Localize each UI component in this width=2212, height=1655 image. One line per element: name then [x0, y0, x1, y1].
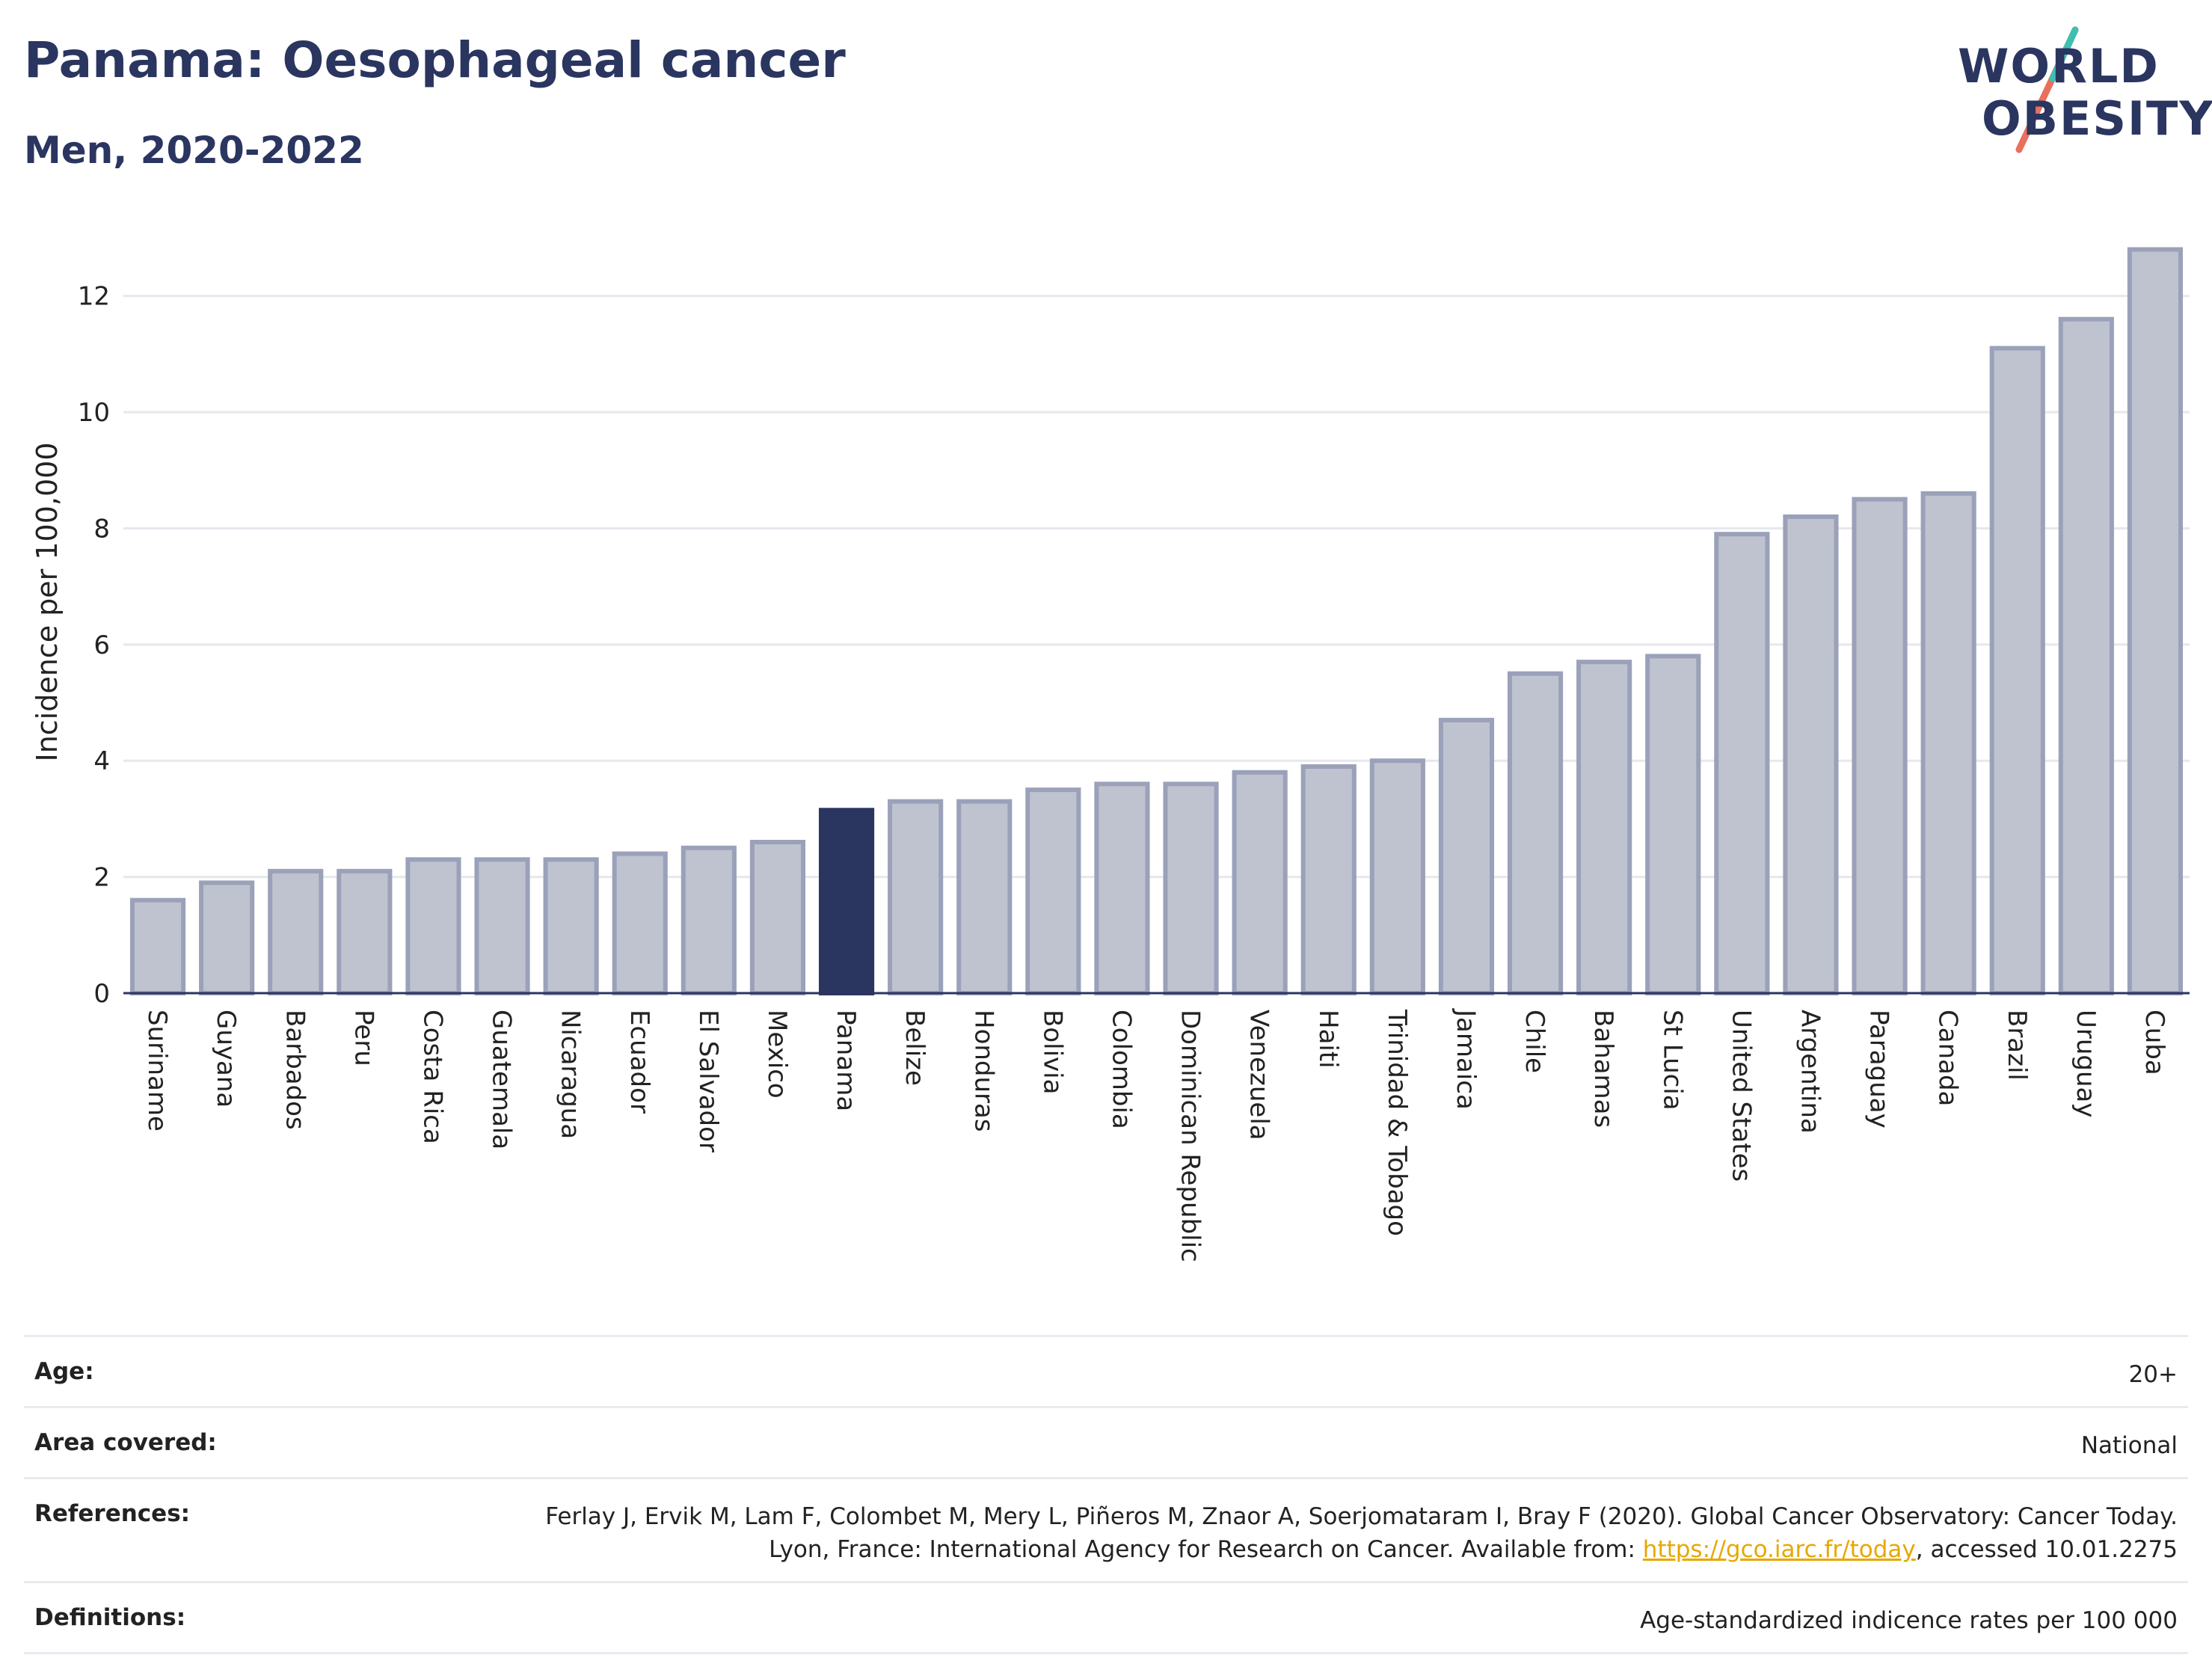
bar-brazil [1989, 346, 2045, 996]
x-tick-label: Brazil [2002, 1010, 2032, 1081]
x-tick-label: El Salvador [693, 1010, 723, 1152]
x-tick-label: United States [1726, 1010, 1756, 1182]
bar-trinidad-tobago [1369, 758, 1425, 995]
y-tick-label: 12 [78, 282, 110, 312]
bar-costa-rica [405, 857, 461, 996]
x-tick-label: Canada [1933, 1010, 1963, 1106]
bars [129, 247, 2184, 996]
x-tick-label: Panama [831, 1010, 861, 1111]
logo-line-2: OBESITY [1982, 91, 2212, 146]
x-tick-label: Costa Rica [417, 1010, 447, 1144]
bar-honduras [956, 799, 1013, 995]
x-tick-label: Nicaragua [556, 1010, 586, 1139]
x-tick-label: Barbados [280, 1010, 310, 1130]
bar-suriname [129, 897, 186, 995]
logo-line-1: WORLD [1958, 39, 2160, 93]
x-tick-label: Cuba [2139, 1010, 2169, 1075]
bar-canada [1920, 491, 1976, 995]
bar-haiti [1300, 764, 1357, 995]
x-tick-label: Argentina [1795, 1010, 1825, 1134]
area-value: National [2080, 1432, 2178, 1459]
x-tick-label: Belize [900, 1010, 930, 1086]
info-row-age: Age: 20+ [24, 1335, 2188, 1406]
references-value: Ferlay J, Ervik M, Lam F, Colombet M, Me… [532, 1500, 2178, 1566]
x-tick-label: Jamaica [1451, 1008, 1481, 1110]
bar-chart: 0 2 4 6 8 10 12 Suriname Guyana Barbados Peru Cost… [31, 247, 2190, 1262]
bar-nicaragua [543, 857, 599, 996]
bar-el-salvador [681, 845, 737, 996]
y-tick-label: 0 [93, 979, 110, 1009]
info-row-area: Area covered: National [24, 1406, 2188, 1477]
x-tick-label: Honduras [968, 1010, 998, 1132]
definitions-value: Age-standardized indicence rates per 100… [1640, 1607, 2178, 1634]
bar-barbados [268, 868, 324, 996]
bar-st-lucia [1645, 654, 1701, 996]
x-tick-label: Peru [348, 1010, 378, 1066]
info-row-references: References: Ferlay J, Ervik M, Lam F, Co… [24, 1477, 2188, 1581]
y-tick-label: 4 [93, 746, 110, 776]
bar-venezuela [1232, 770, 1288, 996]
x-axis-labels: Suriname Guyana Barbados Peru Costa Rica Guat… [142, 1008, 2169, 1262]
definitions-label: Definitions: [34, 1604, 186, 1631]
bar-guyana [199, 880, 255, 996]
bar-cuba [2127, 247, 2184, 995]
x-tick-label: Mexico [762, 1010, 792, 1099]
bar-ecuador [612, 851, 668, 995]
x-tick-label: Haiti [1313, 1010, 1343, 1069]
y-tick-label: 8 [93, 514, 110, 544]
logo-slash-icon [2015, 26, 2079, 153]
references-text: Ferlay J, Ervik M, Lam F, Colombet M, Me… [545, 1503, 2178, 1563]
x-tick-label: Suriname [142, 1010, 172, 1132]
x-tick-label: Colombia [1106, 1010, 1136, 1129]
world-obesity-logo: WORLD OBESITY [1944, 22, 2212, 161]
chart-subtitle: Men, 2020-2022 [24, 129, 364, 172]
grid-lines [123, 295, 2190, 879]
bar-dominican-republic [1163, 782, 1219, 996]
chart-title: Panama: Oesophageal cancer [24, 31, 846, 89]
references-label: References: [34, 1500, 191, 1527]
x-tick-label: Venezuela [1244, 1010, 1274, 1140]
info-table: Age: 20+ Area covered: National Referenc… [24, 1335, 2188, 1654]
x-tick-label: Uruguay [2071, 1010, 2101, 1118]
bar-panama [818, 808, 875, 996]
x-tick-label: Guatemala [487, 1010, 517, 1149]
bar-guatemala [474, 857, 530, 996]
bar-united-states [1714, 532, 1770, 995]
bar-mexico [749, 840, 806, 995]
bar-paraguay [1852, 497, 1908, 995]
y-tick-label: 2 [93, 863, 110, 893]
y-axis-label: Incidence per 100,000 [31, 442, 64, 761]
x-tick-label: Bolivia [1037, 1010, 1067, 1094]
x-tick-label: Trinidad & Tobago [1382, 1009, 1412, 1236]
x-tick-label: Guyana [211, 1010, 241, 1108]
x-tick-label: Paraguay [1864, 1010, 1894, 1129]
y-tick-label: 6 [93, 630, 110, 660]
bar-bahamas [1576, 660, 1632, 996]
area-label: Area covered: [34, 1429, 217, 1456]
age-label: Age: [34, 1358, 94, 1385]
bar-bolivia [1025, 787, 1081, 995]
x-tick-label: Bahamas [1588, 1010, 1618, 1128]
bar-chile [1507, 671, 1564, 995]
bar-colombia [1094, 782, 1150, 996]
bar-peru [337, 868, 393, 996]
age-value: 20+ [2128, 1361, 2178, 1388]
bar-argentina [1783, 514, 1839, 995]
x-tick-label: St Lucia [1657, 1010, 1687, 1111]
references-text-end: , accessed 10.01.2275 [1915, 1536, 2178, 1563]
info-row-definitions: Definitions: Age-standardized indicence … [24, 1581, 2188, 1654]
x-tick-label: Dominican Republic [1176, 1010, 1205, 1262]
bar-jamaica [1438, 717, 1495, 995]
x-tick-label: Chile [1520, 1010, 1549, 1073]
bar-belize [888, 799, 944, 995]
references-link[interactable]: https://gco.iarc.fr/today [1642, 1536, 1916, 1563]
bar-uruguay [2058, 316, 2114, 995]
y-axis-ticks: 0 2 4 6 8 10 12 [78, 282, 110, 1009]
y-tick-label: 10 [78, 398, 110, 428]
x-tick-label: Ecuador [624, 1010, 654, 1114]
